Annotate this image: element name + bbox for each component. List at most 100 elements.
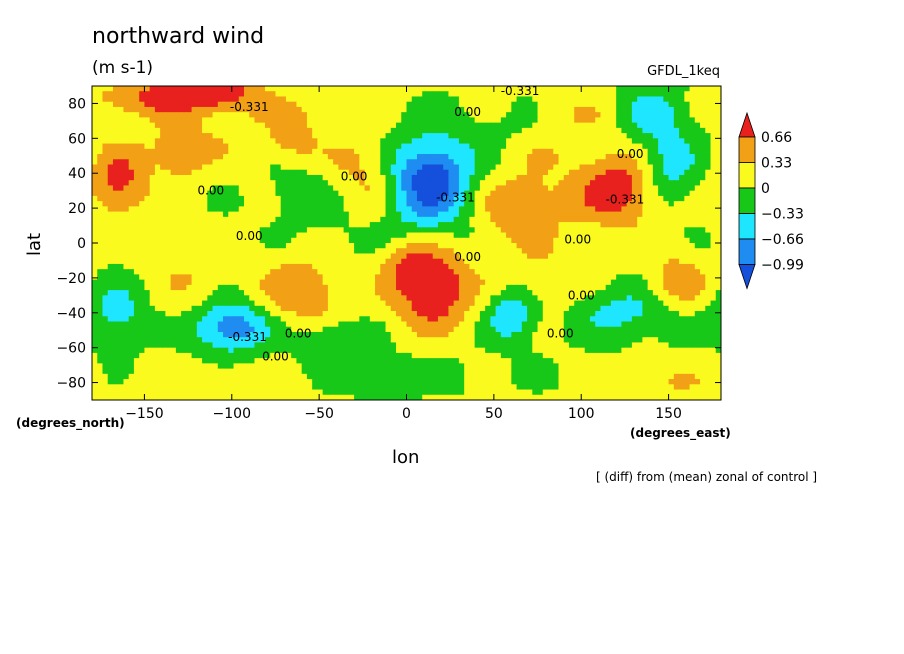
field-cell [642, 91, 649, 97]
field-cell [154, 91, 161, 97]
field-cell [495, 227, 502, 233]
field-cell [532, 211, 538, 218]
field-cell [259, 274, 266, 281]
field-cell [364, 106, 371, 113]
field-cell [217, 211, 224, 218]
field-cell [485, 185, 491, 192]
field-cell [254, 258, 261, 265]
field-cell [175, 164, 182, 171]
field-cell [92, 106, 98, 113]
field-cell [160, 243, 166, 249]
field-cell [600, 138, 607, 144]
field-cell [464, 133, 470, 139]
field-cell [380, 284, 386, 291]
field-cell [511, 290, 517, 296]
field-cell [652, 195, 659, 202]
field-cell [453, 122, 460, 129]
field-cell [102, 91, 109, 97]
field-cell [542, 174, 549, 181]
field-cell [102, 164, 109, 171]
field-cell [448, 117, 455, 124]
field-cell [118, 86, 124, 92]
field-cell [616, 190, 622, 197]
field-cell [327, 117, 334, 124]
field-cell [589, 222, 596, 228]
field-cell [369, 86, 376, 92]
field-cell [563, 195, 570, 202]
field-cell [411, 274, 418, 281]
field-cell [558, 243, 565, 249]
field-cell [97, 237, 103, 244]
field-cell [123, 206, 130, 212]
field-cell [647, 211, 654, 218]
field-cell [149, 159, 156, 165]
field-cell [291, 86, 297, 92]
field-cell [705, 263, 711, 270]
field-cell [474, 284, 481, 291]
field-cell [312, 243, 318, 249]
field-cell [312, 117, 318, 124]
field-cell [186, 195, 192, 202]
field-cell [301, 122, 308, 129]
field-cell [118, 222, 124, 228]
field-cell [574, 206, 580, 212]
field-cell [469, 127, 476, 134]
field-cell [495, 216, 502, 223]
field-cell [264, 133, 271, 139]
field-cell [359, 138, 365, 144]
field-cell [233, 300, 240, 307]
field-cell [673, 211, 680, 218]
field-cell [97, 180, 103, 186]
field-cell [453, 185, 460, 192]
field-cell [658, 180, 664, 186]
field-cell [112, 148, 119, 155]
field-cell [474, 206, 481, 212]
field-cell [406, 295, 413, 301]
field-cell [144, 185, 151, 192]
field-cell [249, 284, 255, 291]
field-cell [584, 127, 591, 134]
field-cell [542, 206, 549, 212]
field-cell [464, 295, 470, 301]
field-cell [437, 274, 444, 281]
field-cell [542, 201, 549, 207]
field-cell [558, 106, 565, 113]
field-cell [642, 96, 649, 103]
field-cell [154, 148, 161, 155]
field-cell [521, 154, 528, 160]
field-cell [217, 300, 224, 307]
field-cell [380, 222, 386, 228]
field-cell [317, 216, 324, 223]
field-cell [537, 211, 544, 218]
field-cell [584, 274, 591, 281]
field-cell [631, 174, 638, 181]
field-cell [249, 269, 255, 275]
field-cell [422, 284, 428, 291]
field-cell [359, 195, 365, 202]
field-cell [584, 101, 591, 108]
field-cell [118, 284, 124, 291]
field-cell [474, 148, 481, 155]
field-cell [673, 232, 680, 239]
field-cell [186, 101, 192, 108]
field-cell [453, 227, 460, 233]
field-cell [626, 222, 633, 228]
field-cell [338, 164, 344, 171]
field-cell [705, 201, 711, 207]
field-cell [401, 164, 407, 171]
field-cell [516, 279, 523, 286]
field-cell [616, 243, 622, 249]
field-cell [563, 174, 570, 181]
field-cell [406, 195, 413, 202]
field-cell [343, 159, 350, 165]
field-cell [673, 122, 680, 129]
field-cell [647, 248, 654, 254]
field-cell [443, 300, 449, 307]
field-cell [469, 190, 476, 197]
field-cell [97, 284, 103, 291]
field-cell [170, 195, 177, 202]
field-cell [244, 269, 250, 275]
field-cell [658, 169, 664, 176]
field-cell [605, 127, 612, 134]
field-cell [647, 295, 654, 301]
